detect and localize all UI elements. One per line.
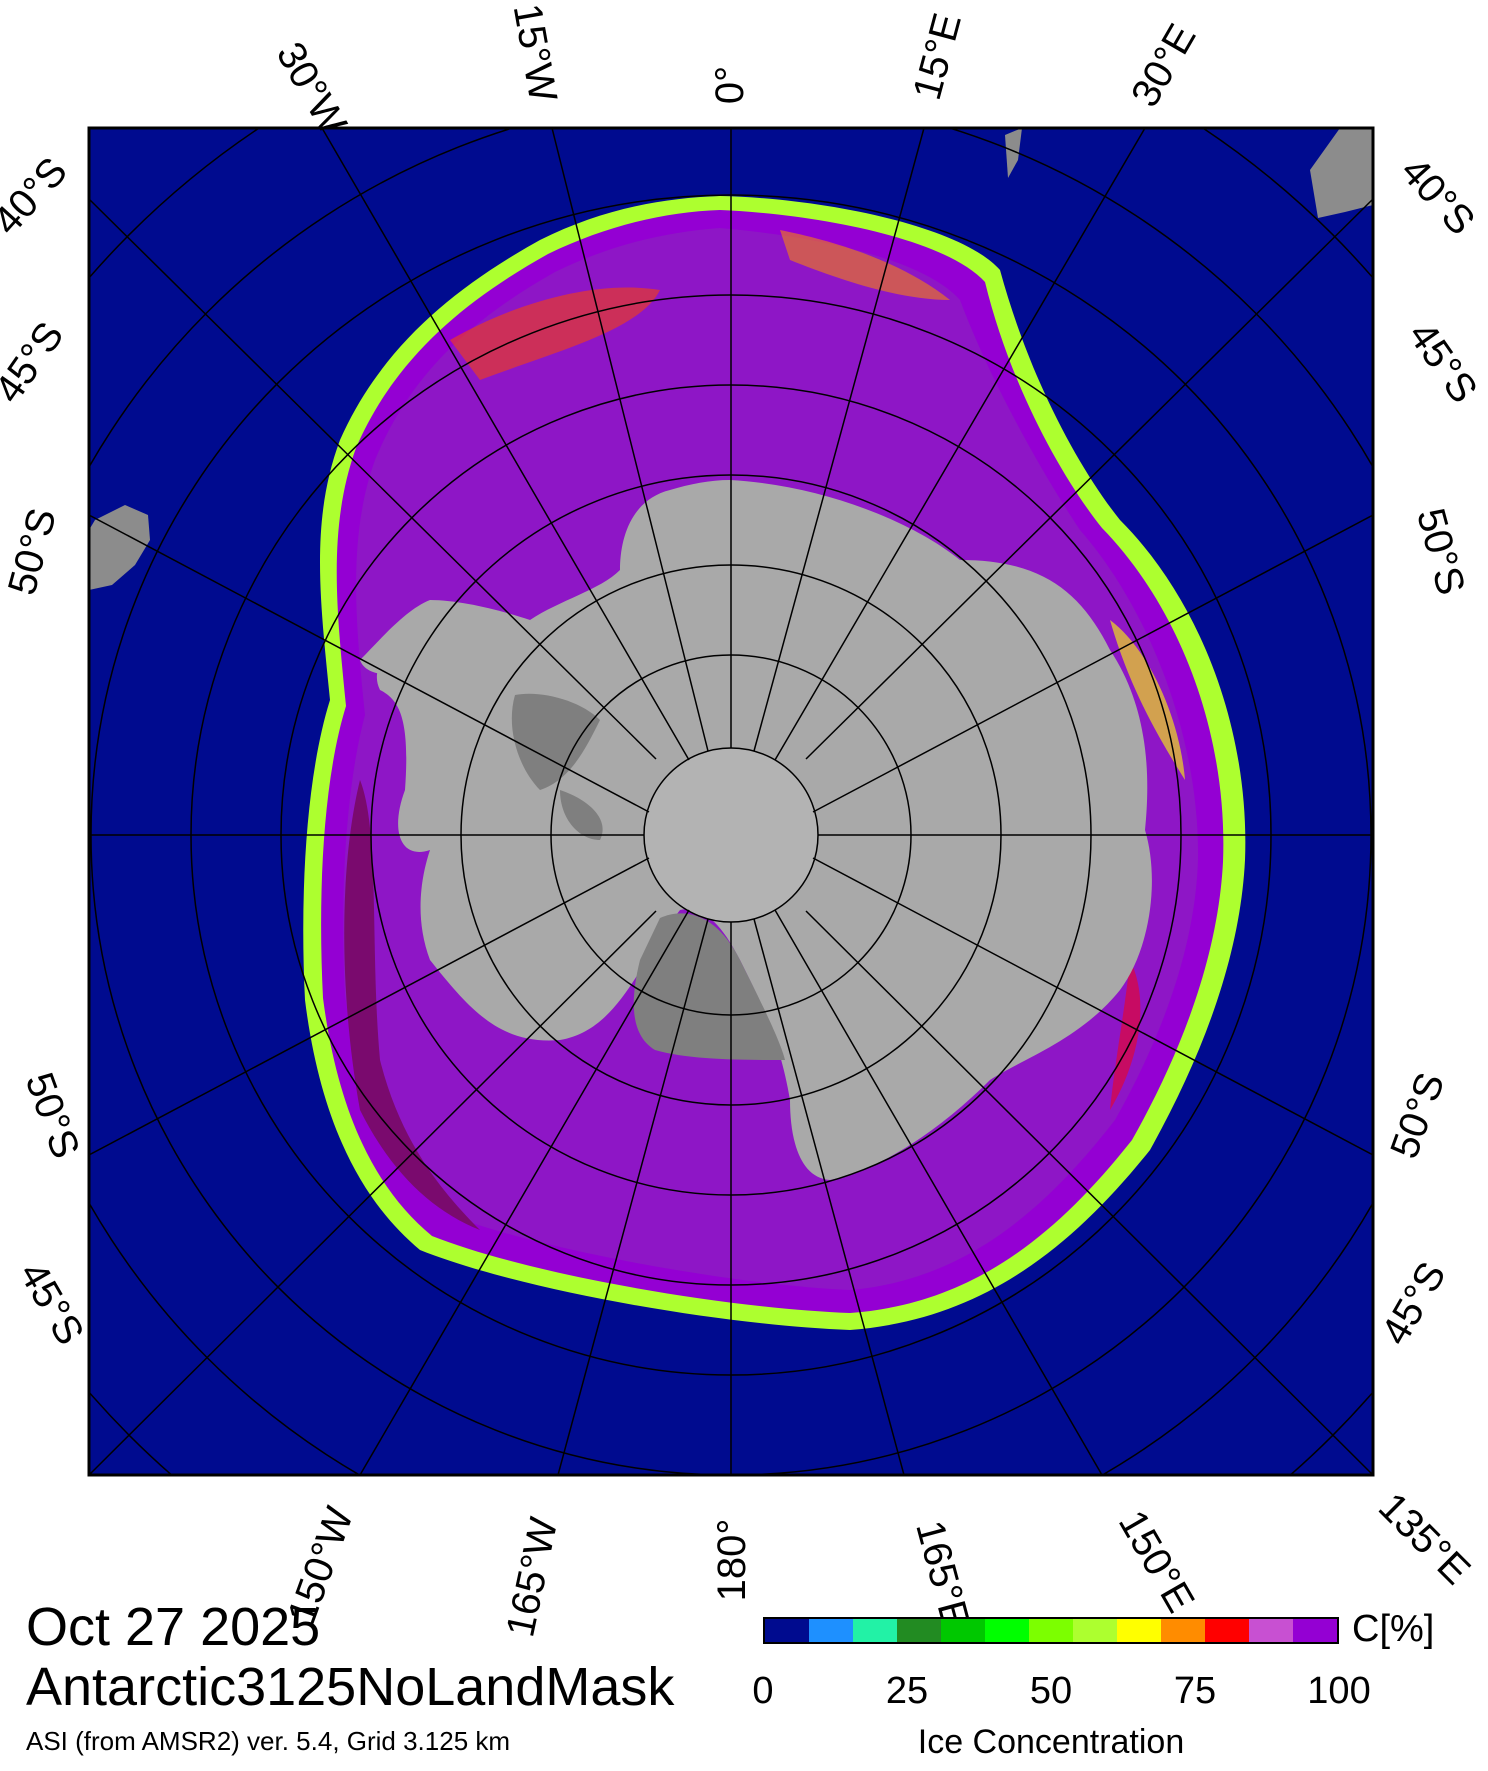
lat-label-left: 40°S xyxy=(0,149,76,243)
lon-label-bottom: 150°E xyxy=(1110,1503,1203,1620)
lat-label-right: 40°S xyxy=(1392,149,1483,243)
antarctic-peninsula xyxy=(360,600,530,675)
lon-label-top: 30°W xyxy=(268,35,355,142)
lat-label-left: 45°S xyxy=(10,1255,92,1352)
colorbar-title: Ice Concentration xyxy=(917,1723,1185,1761)
ross-ice-shelf xyxy=(633,913,785,1060)
lon-label-top: 15°W xyxy=(505,1,565,106)
colorbar-tick: 0 xyxy=(752,1670,774,1712)
colorbar-segment xyxy=(1293,1619,1337,1642)
colorbar-segment xyxy=(1161,1619,1205,1642)
colorbar-segment xyxy=(853,1619,897,1642)
date-label: Oct 27 2025 xyxy=(26,1597,321,1657)
source-caption: ASI (from AMSR2) ver. 5.4, Grid 3.125 km xyxy=(26,1726,511,1756)
south-america-land xyxy=(89,505,150,590)
graticule xyxy=(89,128,1373,1475)
colorbar-tick: 100 xyxy=(1307,1670,1371,1712)
africa-land xyxy=(1310,128,1373,218)
lon-label-bottom: 165°E xyxy=(907,1516,978,1633)
colorbar-tick: 75 xyxy=(1173,1670,1217,1712)
map-frame xyxy=(87,126,1375,1477)
lon-label-bottom: 180° xyxy=(710,1519,754,1602)
colorbar-segment xyxy=(985,1619,1029,1642)
lon-label-top: 15°E xyxy=(905,9,970,105)
colorbar-segment xyxy=(897,1619,941,1642)
product-title: Antarctic3125NoLandMask xyxy=(26,1657,675,1717)
lat-label-right: 50°S xyxy=(1408,504,1473,600)
lon-label-bottom: 135°E xyxy=(1370,1485,1478,1593)
weddell-ice-shelf xyxy=(511,693,600,790)
lat-label-left: 50°S xyxy=(0,504,65,600)
lat-label-left: 45°S xyxy=(0,314,72,411)
lat-label-left: 50°S xyxy=(17,1067,88,1164)
colorbar-segment xyxy=(941,1619,985,1642)
pole-hole xyxy=(644,748,818,922)
colorbar-segment xyxy=(1205,1619,1249,1642)
lon-label-top: 0° xyxy=(708,66,752,104)
colorbar-segment xyxy=(1249,1619,1293,1642)
lon-label-top: 30°E xyxy=(1123,17,1205,114)
lat-label-right: 45°S xyxy=(1400,314,1486,411)
colorbar-tick: 25 xyxy=(885,1670,929,1712)
lat-label-right: 45°S xyxy=(1373,1255,1455,1352)
colorbar-segment xyxy=(1029,1619,1073,1642)
colorbar-segment xyxy=(809,1619,853,1642)
colorbar-unit: C[%] xyxy=(1352,1608,1435,1650)
colorbar xyxy=(763,1617,1339,1644)
colorbar-segment xyxy=(1073,1619,1117,1642)
lat-label-right: 50°S xyxy=(1382,1067,1453,1164)
colorbar-segment xyxy=(1117,1619,1161,1642)
lon-label-bottom: 165°W xyxy=(498,1514,566,1641)
colorbar-tick: 50 xyxy=(1029,1670,1073,1712)
madagascar-land xyxy=(1005,128,1022,178)
colorbar-segment xyxy=(765,1619,809,1642)
